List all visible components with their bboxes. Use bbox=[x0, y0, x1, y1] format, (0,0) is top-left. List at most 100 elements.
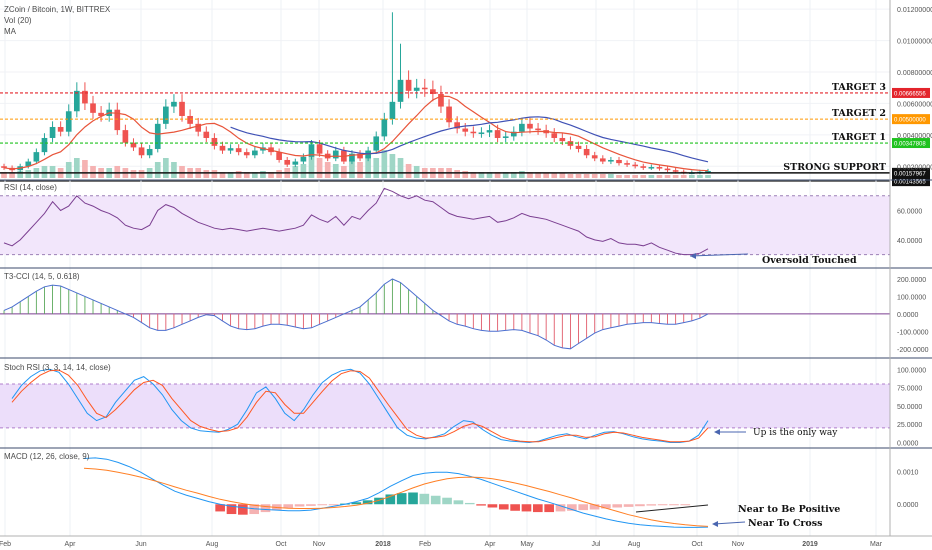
macd-histogram-bar bbox=[328, 504, 339, 506]
stoch-axis-label: 50.0000 bbox=[897, 404, 922, 411]
candle-body bbox=[381, 119, 388, 137]
macd-histogram-bar bbox=[464, 502, 475, 505]
volume-bar bbox=[413, 166, 420, 178]
candle-body bbox=[292, 161, 299, 165]
price-axis-label: 0.00600000 bbox=[897, 101, 932, 108]
candle-body bbox=[430, 89, 436, 94]
candle-body bbox=[494, 130, 501, 138]
candle-body bbox=[195, 123, 202, 132]
macd-histogram-bar bbox=[362, 500, 373, 505]
time-axis-label: May bbox=[520, 541, 534, 548]
volume-bar bbox=[235, 171, 242, 178]
level-label: TARGET 1 bbox=[832, 132, 886, 143]
price-axis-label: 0.00800000 bbox=[897, 70, 932, 77]
volume-bar bbox=[171, 162, 177, 178]
volume-bar bbox=[90, 166, 96, 178]
rsi-axis-label: 40.0000 bbox=[897, 238, 922, 245]
stoch-plot bbox=[0, 358, 890, 448]
main-pane[interactable]: TARGET 3 0.00666556 TARGET 2 0.00500000 TARG… bbox=[0, 0, 930, 187]
cci-axis-label: 100.0000 bbox=[897, 294, 926, 301]
price-axes[interactable]: 0.01200000 0.01000000 0.00800000 0.00600000… bbox=[0, 0, 932, 536]
volume-bar bbox=[535, 172, 541, 178]
macd-histogram-bar bbox=[351, 502, 362, 505]
stoch-title: Stoch RSI (3, 3, 14, 14, close) bbox=[4, 363, 111, 372]
candle-body bbox=[648, 167, 655, 169]
volume-bar bbox=[65, 162, 72, 178]
volume-bar bbox=[154, 162, 161, 178]
volume-bar bbox=[478, 172, 485, 178]
volume-bar bbox=[82, 160, 88, 178]
cci-pane[interactable]: T3-CCI (14, 5, 0.618) bbox=[0, 268, 890, 358]
volume-bar bbox=[211, 170, 218, 178]
macd-histogram-bar bbox=[374, 497, 384, 505]
volume-bar bbox=[292, 166, 299, 178]
volume-bar bbox=[268, 172, 274, 178]
rsi-pane[interactable]: RSI (14, close) Oversold Touched bbox=[0, 180, 890, 268]
volume-bar bbox=[341, 166, 347, 178]
macd-axis-label: 0.0010 bbox=[897, 470, 919, 477]
volume-bar bbox=[260, 171, 266, 178]
stoch-pane[interactable]: Stoch RSI (3, 3, 14, 14, close) Up is th… bbox=[0, 358, 890, 448]
volume-bar bbox=[25, 170, 32, 178]
volume-bar bbox=[551, 173, 558, 178]
volume-bar bbox=[599, 174, 606, 178]
macd-histogram-bar bbox=[521, 504, 532, 512]
volume-bar bbox=[567, 174, 574, 178]
volume-bar bbox=[227, 172, 234, 178]
macd-histogram-bar bbox=[317, 504, 328, 506]
volume-bar bbox=[17, 171, 24, 178]
candle-body bbox=[114, 109, 121, 131]
level-price-tag-text: 0.00500000 bbox=[894, 118, 926, 124]
main-grid bbox=[0, 0, 890, 180]
last-price-tag-text: 0.00143565 bbox=[894, 180, 926, 186]
candle-body bbox=[454, 122, 460, 129]
volume-bar bbox=[316, 158, 323, 178]
volume-bar bbox=[632, 175, 639, 178]
volume-bar bbox=[138, 170, 145, 178]
volume-bar bbox=[616, 175, 622, 178]
macd-histogram-bar bbox=[419, 493, 430, 505]
volume-bar bbox=[219, 172, 226, 178]
macd-signal-line bbox=[83, 467, 709, 527]
volume-bar bbox=[373, 158, 380, 178]
macd-pane[interactable]: MACD (12, 26, close, 9) Near to Be Posit… bbox=[4, 448, 877, 536]
time-axis[interactable]: Feb Apr Jun Aug Oct Nov 2018 Feb Apr May Jul Aug Oct… bbox=[0, 535, 932, 548]
macd-annotation-cross: Near To Cross bbox=[748, 518, 822, 529]
candle-body bbox=[316, 144, 323, 154]
candle-body bbox=[535, 128, 541, 131]
time-axis-label: Aug bbox=[628, 541, 641, 548]
time-axis-label: Oct bbox=[692, 541, 703, 548]
volume-bar bbox=[486, 172, 493, 178]
candle-body bbox=[90, 103, 96, 113]
candle-body bbox=[421, 87, 428, 90]
macd-histogram-bar bbox=[601, 504, 611, 509]
volume-bar bbox=[510, 172, 517, 178]
macd-histogram-bar bbox=[396, 493, 407, 505]
volume-bar bbox=[9, 172, 15, 178]
candle-body bbox=[276, 152, 282, 160]
volume-bar bbox=[591, 174, 598, 178]
volume-bar bbox=[252, 172, 258, 178]
macd-annotation-positive: Near to Be Positive bbox=[738, 504, 840, 515]
volume-bar bbox=[705, 175, 711, 178]
time-axis-label: Jul bbox=[592, 541, 601, 548]
stoch-line bbox=[11, 369, 709, 443]
time-axis-label: Feb bbox=[419, 541, 431, 548]
time-axis-label: Apr bbox=[485, 541, 497, 548]
candle-body bbox=[591, 155, 598, 159]
price-axis-label: 0.01000000 bbox=[897, 39, 932, 46]
macd-histogram-bar bbox=[510, 504, 520, 511]
time-axis-label: Nov bbox=[732, 541, 745, 548]
macd-histogram-bar bbox=[385, 494, 396, 505]
candles bbox=[1, 12, 711, 175]
volume-bar bbox=[73, 158, 80, 178]
main-title: ZCoin / Bitcoin, 1W, BITTREX bbox=[4, 5, 111, 14]
macd-line bbox=[83, 457, 709, 528]
macd-histogram-bar bbox=[680, 504, 691, 506]
macd-histogram-bar bbox=[555, 504, 566, 512]
candle-body bbox=[308, 144, 315, 157]
macd-histogram-bar bbox=[544, 504, 554, 513]
volume-bar bbox=[243, 172, 250, 178]
